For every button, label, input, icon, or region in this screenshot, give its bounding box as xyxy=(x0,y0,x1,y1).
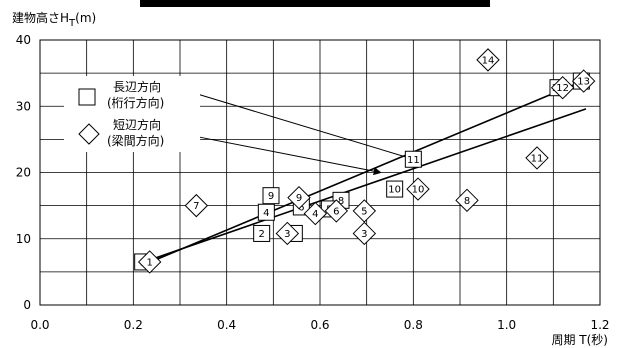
marker-label: 3 xyxy=(361,229,367,240)
diamond-marker: 1 xyxy=(137,250,162,274)
legend-diamond-sublabel: (梁間方向) xyxy=(107,133,164,148)
diamond-marker: 12 xyxy=(550,75,575,100)
y-tick-label: 40 xyxy=(16,33,31,47)
marker-label: 11 xyxy=(407,155,420,166)
marker-label: 5 xyxy=(361,206,367,217)
x-tick-label: 1.0 xyxy=(497,318,516,332)
data-markers: 12349685101112131739465310811141213 xyxy=(134,48,596,274)
legend-arrows xyxy=(193,92,415,176)
legend: 長辺方向 (桁行方向) 短辺方向 (梁間方向) xyxy=(64,76,200,152)
marker-label: 6 xyxy=(298,202,304,213)
legend-arrow xyxy=(193,92,415,162)
square-marker: 4 xyxy=(257,203,275,221)
marker-label: 12 xyxy=(556,83,569,94)
marker-label: 10 xyxy=(412,185,425,196)
marker-label: 9 xyxy=(296,193,302,204)
square-marker: 2 xyxy=(253,224,271,242)
x-tick-label: 0.0 xyxy=(30,318,49,332)
legend-diamond-icon xyxy=(78,123,100,145)
square-marker: 11 xyxy=(404,150,422,168)
marker-label: 4 xyxy=(312,209,318,220)
diamond-marker: 8 xyxy=(455,188,479,213)
diamond-marker: 10 xyxy=(406,177,430,201)
marker-label: 8 xyxy=(464,196,470,207)
diamond-marker: 4 xyxy=(303,201,328,226)
y-tick-label: 0 xyxy=(23,298,31,312)
y-tick-label: 30 xyxy=(16,99,31,113)
y-tick-label: 10 xyxy=(16,232,31,246)
marker-label: 14 xyxy=(482,55,495,66)
regression-lines xyxy=(142,79,587,266)
legend-square-label: 長辺方向 xyxy=(113,79,161,94)
marker-label: 11 xyxy=(531,153,544,164)
regression-line xyxy=(142,79,587,266)
marker-label: 6 xyxy=(333,206,339,217)
x-tick-label: 0.8 xyxy=(404,318,423,332)
plot-frame xyxy=(39,39,601,306)
diamond-marker: 6 xyxy=(324,199,349,223)
diamond-marker: 7 xyxy=(184,193,209,218)
diamond-marker: 14 xyxy=(476,48,500,72)
diamond-marker: 3 xyxy=(275,221,300,246)
square-marker: 9 xyxy=(262,187,280,205)
diamond-marker: 9 xyxy=(287,185,311,210)
regression-line xyxy=(149,108,587,261)
legend-diamond-label: 短辺方向 xyxy=(113,117,161,132)
x-axis-title: 周期 T(秒) xyxy=(551,333,608,347)
x-tick-label: 0.4 xyxy=(217,318,236,332)
header-bar xyxy=(140,0,490,7)
x-tick-label: 0.6 xyxy=(310,318,329,332)
x-tick-label: 1.2 xyxy=(590,318,609,332)
legend-square-icon xyxy=(78,88,96,106)
y-axis-title-subscript: T xyxy=(68,18,76,29)
square-marker: 10 xyxy=(386,180,404,198)
diamond-marker: 3 xyxy=(352,221,377,246)
legend-square-sublabel: (桁行方向) xyxy=(107,95,164,110)
marker-label: 4 xyxy=(263,208,269,219)
y-axis-title: 建物高さHT(m) xyxy=(12,10,96,29)
legend-arrow xyxy=(193,135,382,176)
y-tick-label: 20 xyxy=(16,166,31,180)
x-tick-label: 0.2 xyxy=(124,318,143,332)
marker-label: 13 xyxy=(577,77,590,88)
marker-label: 1 xyxy=(146,257,152,268)
marker-label: 7 xyxy=(193,201,199,212)
marker-label: 2 xyxy=(258,229,264,240)
diamond-marker: 11 xyxy=(525,146,549,170)
marker-label: 9 xyxy=(268,191,274,202)
marker-label: 8 xyxy=(338,196,344,207)
diamond-marker: 13 xyxy=(571,69,596,93)
marker-label: 3 xyxy=(284,229,290,240)
x-tick-labels: 0.0 0.2 0.4 0.6 0.8 1.0 1.2 xyxy=(30,318,609,332)
y-tick-labels: 0 10 20 30 40 xyxy=(16,33,31,312)
marker-label: 10 xyxy=(388,185,401,196)
